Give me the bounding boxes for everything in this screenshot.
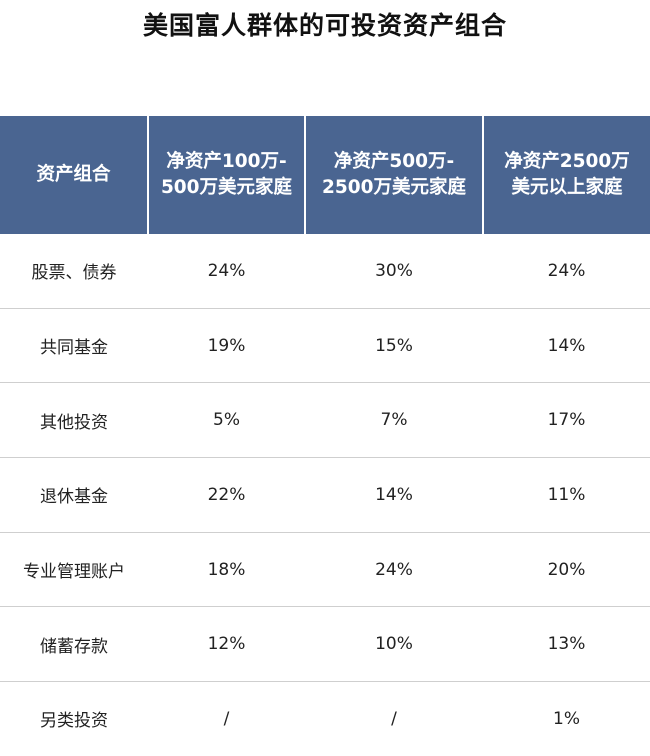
header-line: 净资产500万- — [333, 151, 455, 172]
page-title: 美国富人群体的可投资资产组合 — [142, 11, 507, 40]
table-cell: 7% — [305, 382, 483, 459]
table-row: 股票、债券 24% 30% 24% — [0, 234, 650, 309]
table-row: 专业管理账户 18% 24% 20% — [0, 532, 650, 608]
header-line: 净资产2500万 — [504, 151, 630, 172]
table-cell: 5% — [148, 382, 305, 459]
table-cell: 18% — [148, 532, 305, 608]
table-cell: / — [391, 708, 397, 729]
row-label: 共同基金 — [0, 308, 148, 384]
row-label: 其他投资 — [0, 382, 148, 459]
table-cell: 14% — [483, 308, 650, 384]
table-row: 退休基金 22% 14% 11% — [0, 457, 650, 533]
table-cell: 13% — [483, 606, 650, 683]
row-label: 专业管理账户 — [0, 532, 148, 608]
header-net-worth-1m-5m: 净资产100万- 500万美元家庭 — [148, 116, 306, 234]
table-cell: 24% — [305, 532, 483, 608]
row-label: 另类投资 — [40, 711, 108, 732]
table-cell: 10% — [305, 606, 483, 683]
table-body: 股票、债券 24% 30% 24% 共同基金 19% 15% 14% 其他投资 … — [0, 234, 650, 756]
table-cell: 30% — [305, 234, 483, 309]
asset-allocation-table: 资产组合 净资产100万- 500万美元家庭 净资产500万- 2500万美元家… — [0, 116, 650, 756]
table-cell: 24% — [483, 234, 650, 309]
table-cell: 24% — [148, 234, 305, 309]
header-line: 美元以上家庭 — [511, 177, 623, 198]
table-cell: 12% — [148, 606, 305, 683]
table-row: 其他投资 5% 7% 17% — [0, 382, 650, 459]
header-line: 资产组合 — [36, 164, 111, 185]
table-cell: / — [223, 708, 230, 729]
table-cell: 1% — [553, 708, 580, 729]
table-cell: 22% — [148, 457, 305, 533]
table-cell: 15% — [305, 308, 483, 384]
table-row: 另类投资 / / 1% — [0, 682, 650, 756]
header-line: 净资产100万- — [166, 151, 287, 172]
table-cell: 11% — [483, 457, 650, 533]
asset-allocation-table-container: 资产组合 净资产100万- 500万美元家庭 净资产500万- 2500万美元家… — [0, 116, 650, 756]
table-row: 储蓄存款 12% 10% 13% — [0, 606, 650, 683]
table-cell: 19% — [148, 308, 305, 384]
row-label: 退休基金 — [0, 457, 148, 533]
header-line: 500万美元家庭 — [160, 177, 293, 198]
table-cell: 14% — [305, 457, 483, 533]
header-row: 资产组合 净资产100万- 500万美元家庭 净资产500万- 2500万美元家… — [0, 116, 650, 234]
header-line: 2500万美元家庭 — [322, 177, 466, 198]
table-cell: 20% — [483, 532, 650, 608]
header-net-worth-5m-25m: 净资产500万- 2500万美元家庭 — [305, 116, 484, 234]
table-cell: 17% — [483, 382, 650, 459]
table-row: 共同基金 19% 15% 14% — [0, 308, 650, 384]
header-net-worth-25m-plus: 净资产2500万 美元以上家庭 — [483, 116, 650, 234]
header-asset-class: 资产组合 — [0, 116, 149, 234]
row-label: 储蓄存款 — [0, 606, 148, 683]
table-header: 资产组合 净资产100万- 500万美元家庭 净资产500万- 2500万美元家… — [0, 116, 650, 234]
row-label: 股票、债券 — [0, 234, 148, 309]
